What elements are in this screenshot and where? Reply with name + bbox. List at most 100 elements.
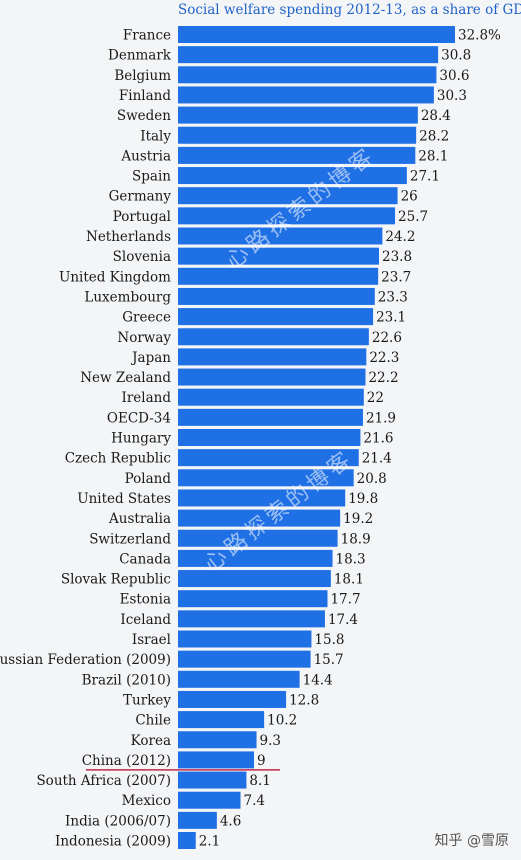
bar-russian-federation-2009	[178, 650, 311, 668]
bar-canada	[178, 549, 333, 567]
bar-india-2006-07	[178, 811, 217, 829]
category-label: Finland	[119, 88, 171, 104]
bar-south-africa-2007	[178, 771, 247, 789]
category-label: Mexico	[122, 793, 171, 809]
category-label: Italy	[140, 128, 171, 144]
value-label: 9.3	[260, 733, 281, 749]
bar-china-2012	[178, 751, 255, 769]
bar-israel	[178, 630, 312, 648]
value-label: 24.2	[385, 229, 415, 245]
category-label: France	[123, 28, 171, 44]
bar-united-states	[178, 489, 346, 507]
category-label: New Zealand	[80, 370, 171, 386]
value-label: 30.6	[439, 68, 469, 84]
category-label: Netherlands	[86, 229, 171, 245]
category-label: Iceland	[120, 612, 171, 628]
category-label: Belgium	[114, 68, 171, 84]
category-label: Hungary	[111, 431, 171, 447]
category-label: China (2012)	[82, 753, 171, 769]
category-label: Brazil (2010)	[82, 672, 171, 688]
value-label: 19.8	[348, 491, 378, 507]
category-label: Chile	[135, 713, 171, 729]
category-label: Denmark	[108, 48, 172, 64]
bar-slovak-republic	[178, 570, 331, 588]
bar-norway	[178, 328, 369, 346]
category-label: Poland	[125, 471, 172, 487]
value-label: 25.7	[398, 209, 428, 225]
value-label: 14.4	[303, 672, 333, 688]
category-label: Czech Republic	[65, 451, 171, 467]
value-label: 17.7	[330, 592, 360, 608]
category-label: Turkey	[123, 692, 171, 708]
category-label: India (2006/07)	[65, 813, 171, 829]
value-label: 18.3	[336, 551, 366, 567]
value-label: 23.3	[378, 289, 408, 305]
value-label: 23.1	[376, 310, 406, 326]
category-label: United Kingdom	[59, 269, 171, 285]
category-label: Switzerland	[89, 531, 171, 547]
bar-chile	[178, 711, 265, 729]
value-label: 23.8	[382, 249, 412, 265]
category-label: Slovak Republic	[61, 572, 171, 588]
bar-spain	[178, 167, 407, 185]
category-label: Japan	[130, 350, 171, 366]
category-label: Slovenia	[113, 249, 171, 265]
bar-oecd-34	[178, 408, 363, 426]
category-label: Estonia	[120, 592, 171, 608]
bar-brazil-2010	[178, 670, 300, 688]
value-label: 18.1	[334, 572, 364, 588]
value-label: 23.7	[381, 269, 411, 285]
bar-italy	[178, 126, 417, 144]
category-label: Portugal	[113, 209, 171, 225]
bar-germany	[178, 187, 398, 205]
source-credit: 知乎 @雪原	[434, 833, 509, 849]
value-label: 21.4	[362, 451, 392, 467]
value-label: 30.3	[437, 88, 467, 104]
bar-korea	[178, 731, 257, 749]
bar-austria	[178, 146, 416, 164]
value-label: 9	[257, 753, 266, 769]
value-label: 8.1	[249, 773, 270, 789]
value-label: 22.6	[372, 330, 402, 346]
value-label: 26	[401, 189, 418, 205]
bar-estonia	[178, 590, 328, 608]
value-label: 28.4	[421, 108, 451, 124]
category-label: Russian Federation (2009)	[0, 652, 171, 668]
category-label: Luxembourg	[84, 289, 171, 305]
value-label: 22	[367, 390, 384, 406]
value-label: 20.8	[357, 471, 387, 487]
value-label: 18.9	[341, 531, 371, 547]
category-label: Indonesia (2009)	[55, 834, 171, 850]
value-label: 15.8	[314, 632, 344, 648]
category-label: Norway	[117, 330, 171, 346]
bar-denmark	[178, 46, 439, 64]
category-label: Korea	[131, 733, 171, 749]
category-label: Israel	[132, 632, 171, 648]
bar-greece	[178, 308, 374, 326]
value-label: 7.4	[243, 793, 264, 809]
bar-japan	[178, 348, 367, 366]
value-label: 28.2	[419, 128, 449, 144]
category-label: OECD-34	[107, 410, 171, 426]
bar-netherlands	[178, 227, 383, 245]
value-label: 2.1	[199, 834, 220, 850]
value-label: 17.4	[328, 612, 358, 628]
bar-ireland	[178, 388, 364, 406]
bar-czech-republic	[178, 449, 359, 467]
category-label: Sweden	[117, 108, 171, 124]
value-label: 4.6	[220, 813, 241, 829]
value-label: 30.8	[441, 48, 471, 64]
bar-new-zealand	[178, 368, 366, 386]
value-label: 28.1	[418, 148, 448, 164]
bar-iceland	[178, 610, 325, 628]
category-label: Germany	[109, 189, 172, 205]
category-label: Austria	[120, 148, 171, 164]
bar-poland	[178, 469, 354, 487]
bar-slovenia	[178, 247, 379, 265]
bar-mexico	[178, 791, 241, 809]
bar-luxembourg	[178, 287, 375, 305]
value-label: 32.8%	[458, 28, 501, 44]
bar-indonesia-2009	[178, 832, 196, 849]
bar-united-kingdom	[178, 267, 379, 285]
